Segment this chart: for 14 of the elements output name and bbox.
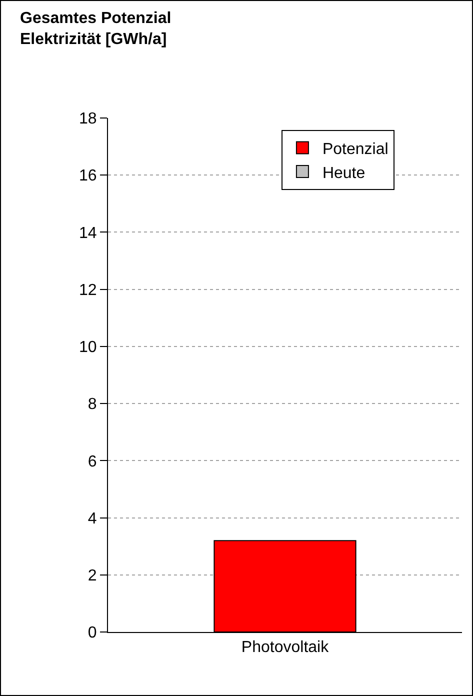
y-tick-label: 0 <box>88 624 97 642</box>
y-tick-label: 4 <box>88 510 97 528</box>
y-tick-label: 10 <box>79 339 97 356</box>
chart-title: Gesamtes Potenzial Elektrizität [GWh/a] <box>20 10 172 48</box>
y-tick-label: 2 <box>88 567 97 584</box>
y-tick-label: 6 <box>88 453 97 470</box>
legend-label: Potenzial <box>322 140 388 158</box>
y-tick-label: 18 <box>79 110 97 128</box>
y-tick-label: 8 <box>88 396 97 414</box>
y-tick-label: 14 <box>79 224 97 242</box>
y-tick-label: 12 <box>79 282 97 299</box>
y-tick-label: 16 <box>79 168 97 185</box>
x-tick-label: Photovoltaik <box>241 639 330 656</box>
legend-label: Heute <box>322 164 366 182</box>
